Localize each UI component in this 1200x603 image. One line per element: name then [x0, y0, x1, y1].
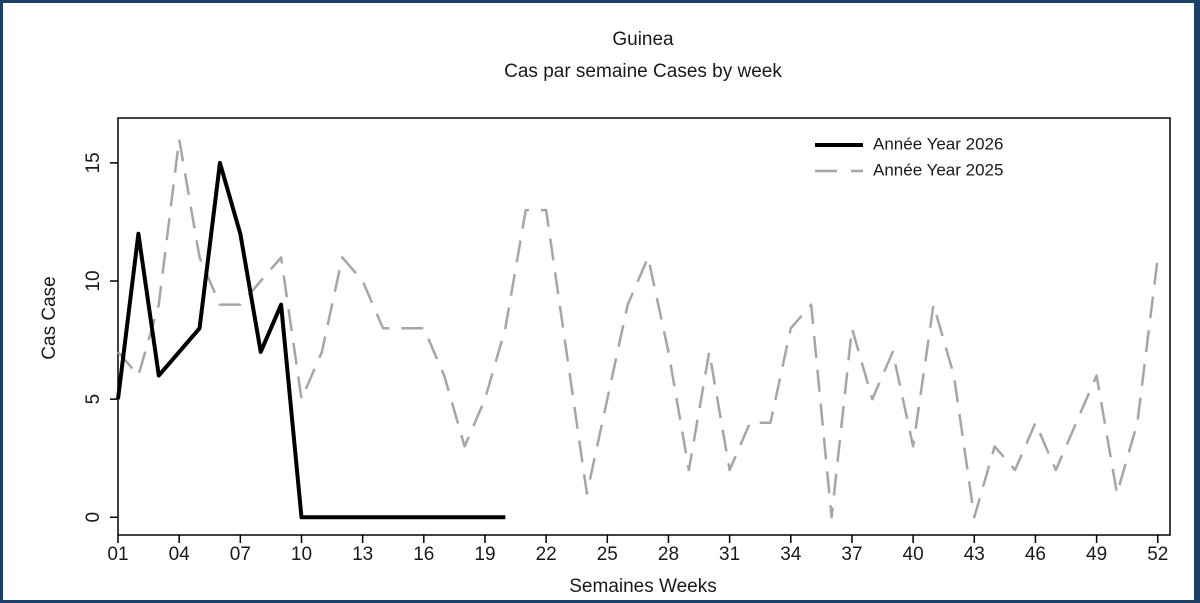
y-tick-label: 0	[83, 512, 104, 523]
x-tick-label: 25	[597, 544, 618, 565]
x-tick-label: 04	[169, 544, 191, 565]
legend-label: Année Year 2026	[873, 134, 1003, 153]
y-tick-label: 15	[83, 152, 104, 173]
x-tick-label: 46	[1025, 544, 1046, 565]
x-tick-label: 01	[107, 544, 128, 565]
x-tick-label: 07	[230, 544, 251, 565]
series-line	[117, 138, 1160, 519]
x-tick-label: 31	[719, 544, 740, 565]
x-tick-label: 43	[964, 544, 985, 565]
series-line	[116, 160, 506, 520]
x-tick-label: 28	[658, 544, 679, 565]
y-axis-title: Cas Case	[39, 276, 60, 359]
x-tick-label: 16	[413, 544, 434, 565]
y-tick-label: 5	[83, 394, 104, 405]
x-axis-title: Semaines Weeks	[569, 576, 717, 597]
x-tick-label: 13	[352, 544, 373, 565]
plot-frame	[117, 117, 1171, 536]
x-tick-label: 34	[780, 544, 802, 565]
y-tick-label: 10	[83, 270, 104, 291]
chart-subtitle: Cas par semaine Cases by week	[504, 61, 782, 82]
chart-title: Guinea	[612, 29, 674, 50]
x-tick-label: 10	[291, 544, 312, 565]
x-tick-label: 37	[841, 544, 862, 565]
x-tick-label: 22	[536, 544, 557, 565]
x-tick-label: 19	[474, 544, 495, 565]
x-tick-label: 52	[1147, 544, 1168, 565]
frame-edge	[1194, 0, 1200, 603]
x-tick-label: 40	[903, 544, 924, 565]
x-tick-label: 49	[1086, 544, 1107, 565]
legend-label: Année Year 2025	[873, 160, 1003, 179]
